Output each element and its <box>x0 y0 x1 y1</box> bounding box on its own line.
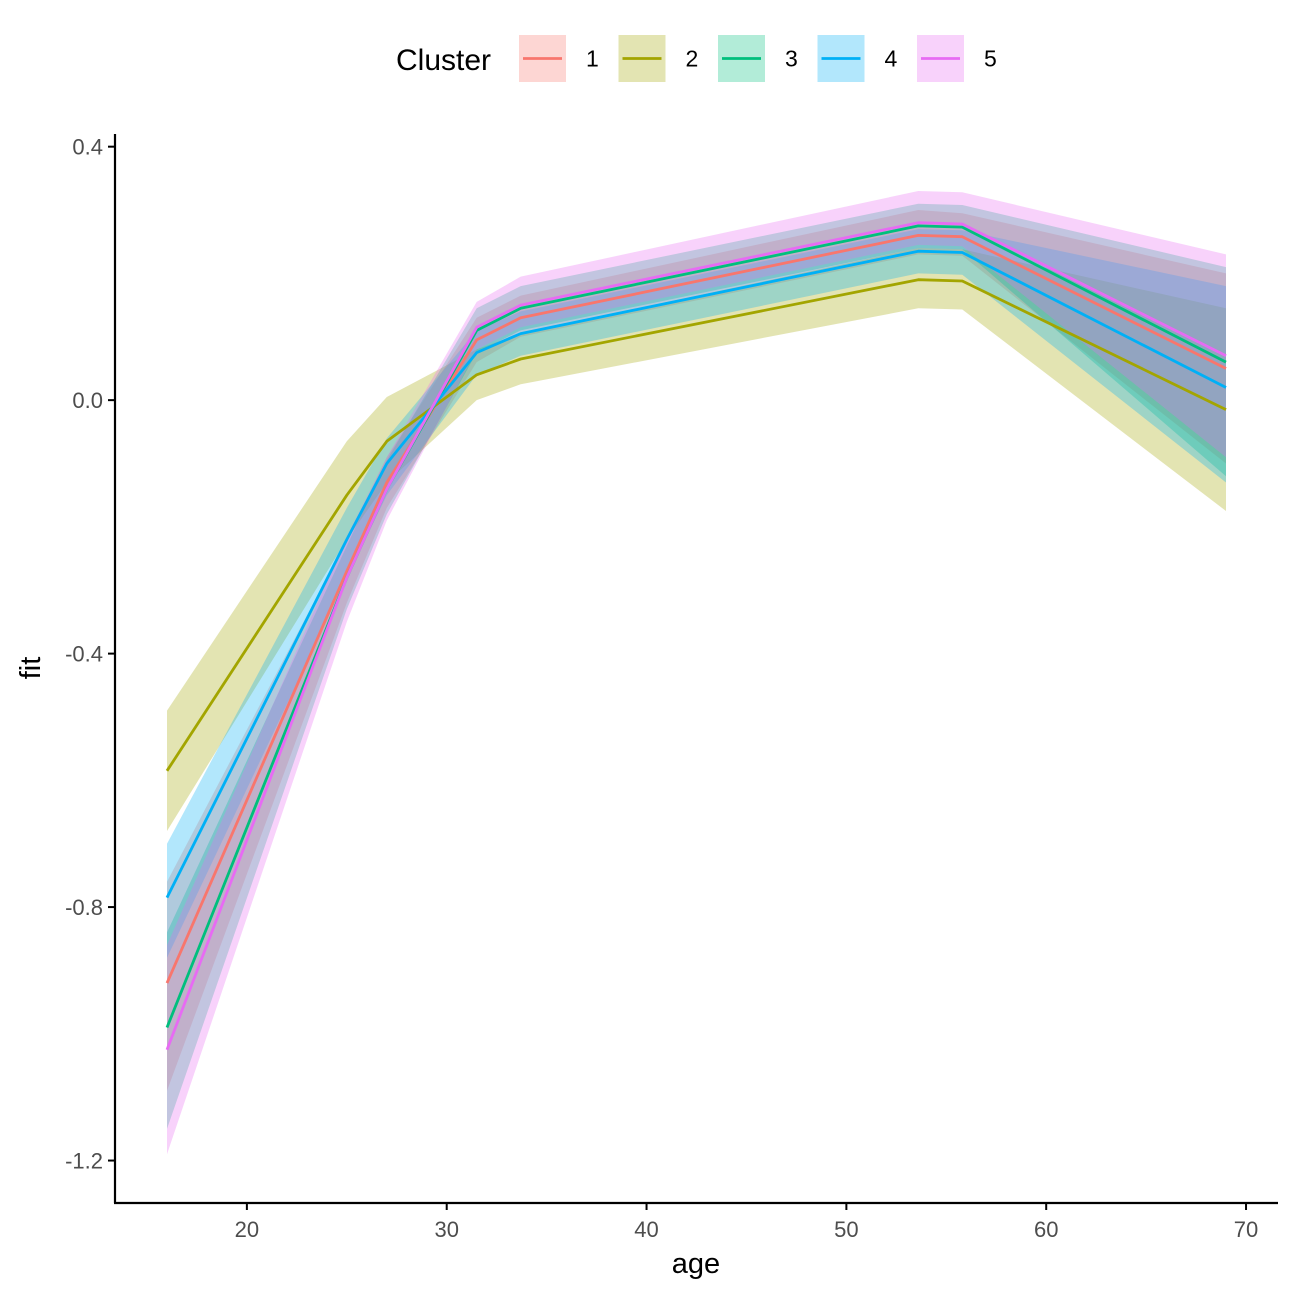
ribbon-cluster-1 <box>167 210 1226 1091</box>
ribbon-cluster-5 <box>167 191 1226 1155</box>
x-tick-label: 70 <box>1234 1217 1258 1242</box>
legend-item-1: 1 <box>519 35 599 82</box>
y-tick-label: 0.4 <box>72 135 103 160</box>
x-axis-title: age <box>672 1248 720 1280</box>
legend-item-2: 2 <box>618 35 699 82</box>
x-tick-label: 40 <box>634 1217 658 1242</box>
ribbon-cluster-3 <box>167 203 1226 1129</box>
y-tick-label: 0.0 <box>72 388 103 413</box>
line-cluster-1 <box>165 233 1227 984</box>
legend-item-5: 5 <box>917 35 997 82</box>
y-tick-label: -0.8 <box>65 895 103 920</box>
y-axis-ticks: 0.4 0.0 -0.4 -0.8 -1.2 <box>65 135 115 1174</box>
line-cluster-4 <box>165 249 1227 899</box>
line-cluster-5 <box>165 221 1227 1051</box>
legend-item-4: 4 <box>817 35 898 82</box>
legend-label: 2 <box>686 46 699 72</box>
line-cluster-2 <box>165 278 1227 772</box>
fit-lines <box>165 221 1227 1051</box>
x-axis-ticks: 20 30 40 50 60 70 <box>235 1203 1258 1242</box>
x-tick-label: 20 <box>235 1217 259 1242</box>
legend-item-3: 3 <box>718 35 798 82</box>
ribbon-cluster-2 <box>167 248 1226 832</box>
legend-label: 5 <box>984 46 997 72</box>
legend-title: Cluster <box>396 44 491 77</box>
legend-label: 4 <box>885 46 898 72</box>
y-axis-title: fit <box>15 657 47 680</box>
y-tick-label: -1.2 <box>65 1149 103 1174</box>
x-tick-label: 50 <box>834 1217 858 1242</box>
legend: Cluster 1 2 3 4 5 <box>396 35 997 82</box>
legend-label: 1 <box>586 46 599 72</box>
plot-area <box>165 191 1227 1155</box>
x-tick-label: 30 <box>434 1217 458 1242</box>
axes: 0.4 0.0 -0.4 -0.8 -1.2 20 30 40 50 60 70 <box>65 134 1278 1242</box>
legend-label: 3 <box>785 46 798 72</box>
y-tick-label: -0.4 <box>65 642 103 667</box>
x-tick-label: 60 <box>1034 1217 1058 1242</box>
